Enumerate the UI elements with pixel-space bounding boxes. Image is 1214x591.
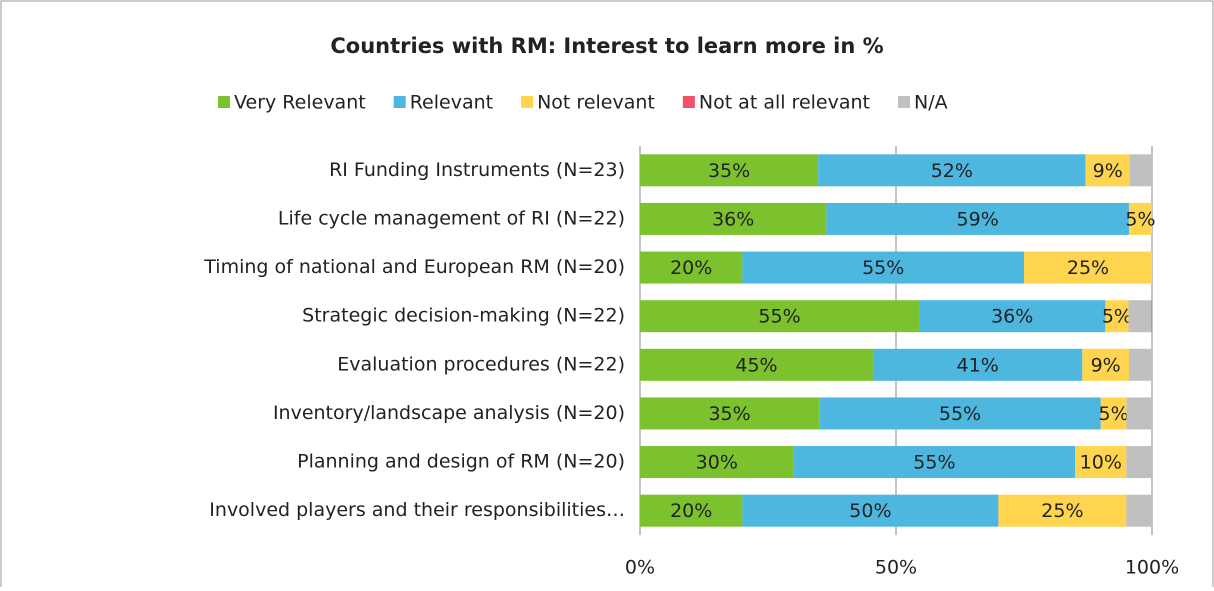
bar-segment [826,202,1129,235]
bar-segment [640,348,873,381]
bar-segment [919,300,1106,333]
y-tick-label: Strategic decision-making (N=22) [302,305,625,327]
bar-segment [640,300,920,333]
bar-segment [818,154,1086,187]
data-label: 5% [1099,403,1129,425]
bar-segment [1082,348,1129,381]
bar-segment [1128,300,1152,333]
data-label: 5% [1125,208,1155,230]
legend-label: Not relevant [537,92,655,114]
legend-label: Not at all relevant [699,92,870,114]
bar-segment [819,397,1101,430]
legend-label: N/A [914,92,948,114]
bar-segment [1100,397,1127,430]
data-label: 25% [1041,500,1083,522]
bar-segment [1126,494,1152,527]
data-label: 55% [939,403,981,425]
bar-segment [1075,446,1127,479]
y-tick-label: Timing of national and European RM (N=20… [203,256,625,278]
bar-segment [872,348,1083,381]
legend-swatch [218,96,230,108]
data-label: 55% [758,306,800,328]
data-label: 55% [862,257,904,279]
bar-segment [1024,251,1152,284]
bar-segment [1126,397,1152,430]
data-label: 20% [670,500,712,522]
legend-swatch [898,96,910,108]
data-label: 9% [1093,160,1123,182]
data-label: 10% [1080,452,1122,474]
data-label: 25% [1067,257,1109,279]
y-tick-label: Involved players and their responsibilit… [209,499,625,521]
bar-segment [1105,300,1129,333]
legend-swatch [521,96,534,108]
data-label: 50% [849,500,891,522]
bar-segment [640,397,820,430]
bar-segment [640,446,794,479]
bar-segment [640,154,819,187]
y-tick-label: Evaluation procedures (N=22) [337,353,625,375]
data-label: 9% [1091,354,1121,376]
legend-swatch [393,96,406,108]
bar-segment [742,494,999,527]
data-label: 20% [670,257,712,279]
data-label: 36% [712,208,754,230]
bar-segment [742,251,1024,284]
data-label: 35% [708,403,750,425]
bar-segment [640,494,743,527]
bar-segment [640,251,743,284]
bar-segment [1128,348,1152,381]
y-tick-label: RI Funding Instruments (N=23) [329,159,625,181]
y-tick-label: Life cycle management of RI (N=22) [278,207,625,229]
x-tick-label: 0% [625,557,655,579]
bar-segment [640,202,827,235]
bar-segment [1085,154,1130,187]
y-tick-label: Planning and design of RM (N=20) [297,451,625,473]
bar-segment [998,494,1127,527]
data-label: 41% [957,354,999,376]
legend-label: Relevant [410,92,493,114]
data-label: 5% [1102,306,1132,328]
bar-segment [1129,154,1152,187]
legend-swatch [682,96,695,108]
x-tick-label: 100% [1125,557,1179,579]
x-tick-label: 50% [875,557,917,579]
legend-label: Very Relevant [234,92,366,114]
data-label: 55% [913,452,955,474]
bar-segment [1126,446,1152,479]
chart-title: Countries with RM: Interest to learn mor… [330,34,883,58]
data-label: 45% [735,354,777,376]
data-label: 52% [931,160,973,182]
data-label: 59% [957,208,999,230]
data-label: 30% [696,452,738,474]
data-label: 35% [708,160,750,182]
bar-segment [1128,202,1152,235]
bar-segment [793,446,1076,479]
data-label: 36% [991,306,1033,328]
y-tick-label: Inventory/landscape analysis (N=20) [273,402,625,424]
